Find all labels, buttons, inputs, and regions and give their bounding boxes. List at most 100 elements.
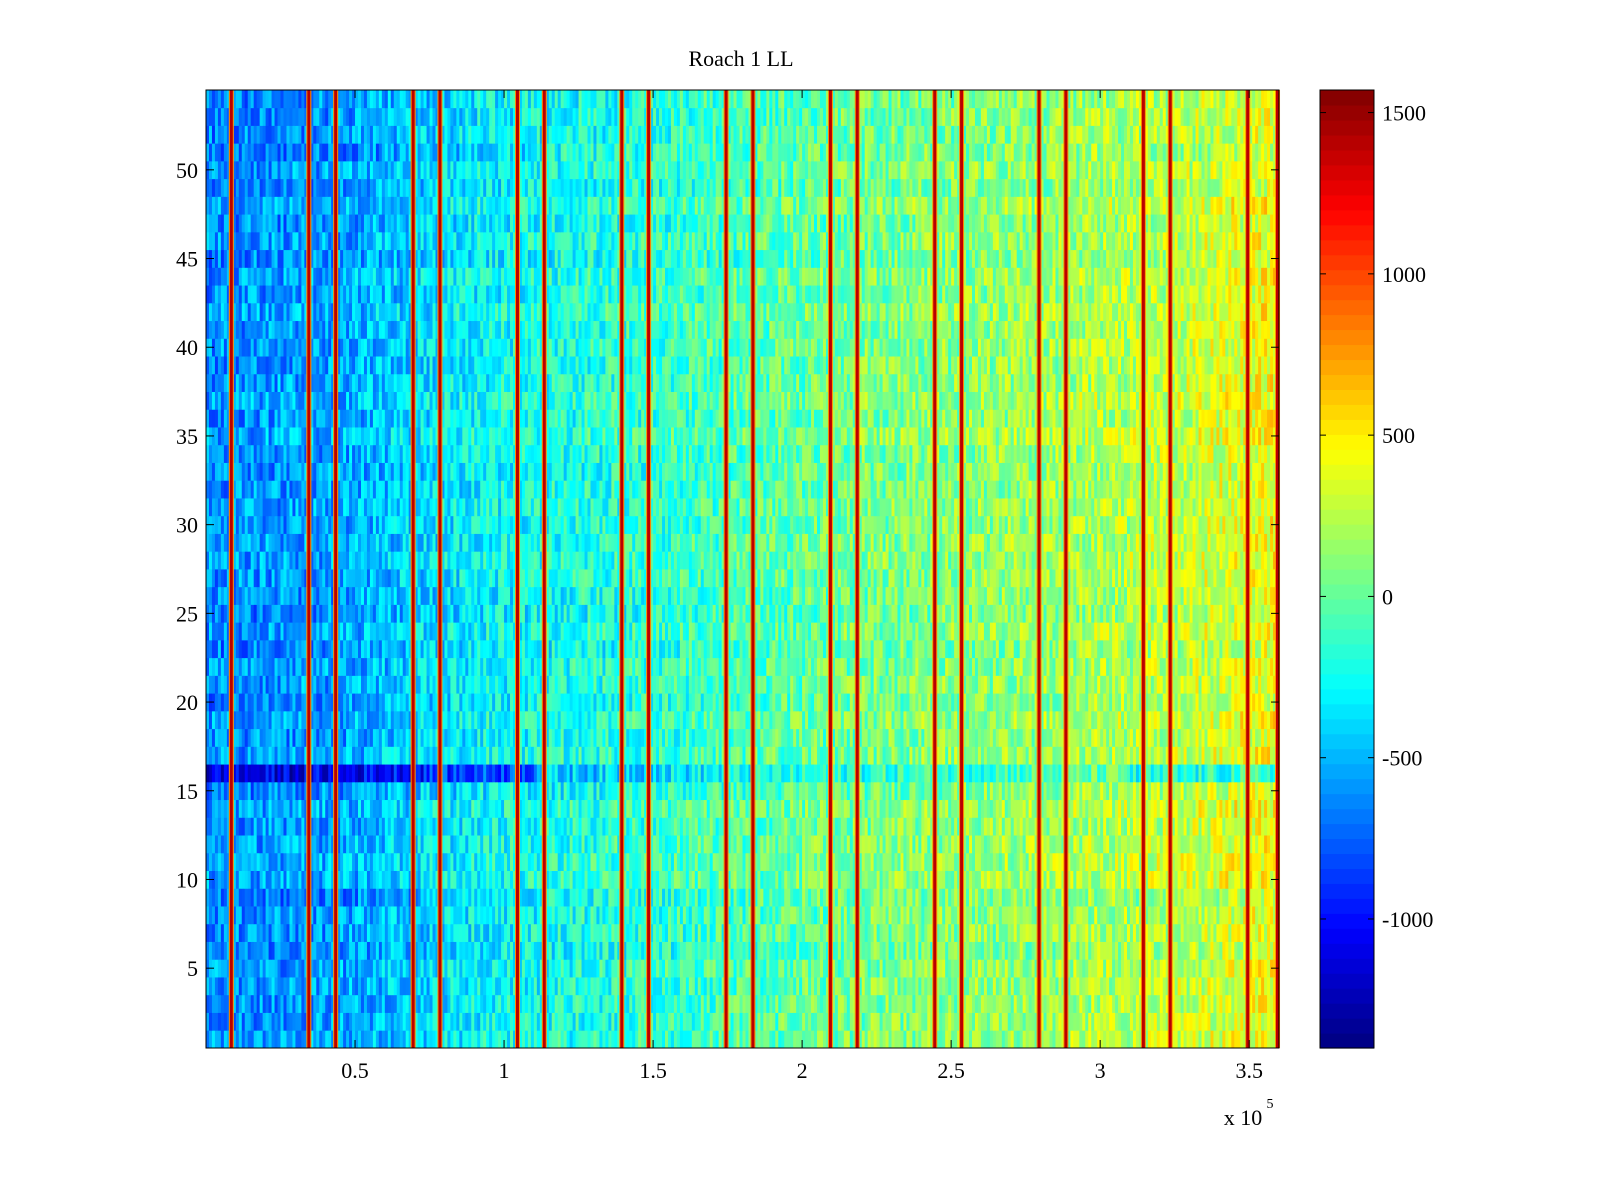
heatmap-cell (617, 959, 621, 978)
heatmap-cell (891, 941, 895, 960)
heatmap-cell (1213, 906, 1217, 925)
heatmap-cell (1085, 1030, 1089, 1049)
heatmap-cell (1156, 835, 1161, 854)
heatmap-cell (432, 888, 436, 907)
heatmap-cell (1055, 835, 1059, 854)
heatmap-cell (673, 817, 678, 836)
heatmap-cell (360, 817, 365, 836)
heatmap-cell (1222, 1012, 1226, 1031)
heatmap-cell (1091, 959, 1095, 978)
heatmap-cell (873, 888, 878, 907)
heatmap-cell (1082, 1030, 1086, 1049)
heatmap-cell (518, 817, 523, 836)
heatmap-cell (954, 835, 958, 854)
heatmap-cell (533, 799, 538, 818)
heatmap-cell (498, 799, 502, 818)
heatmap-cell (527, 1012, 532, 1031)
heatmap-cell (1249, 906, 1253, 925)
heatmap-cell (685, 941, 690, 960)
heatmap-cell (1091, 817, 1095, 836)
heatmap-cell (715, 994, 720, 1013)
heatmap-cell (226, 835, 231, 854)
heatmap-cell (1240, 977, 1244, 996)
heatmap-cell (876, 1012, 881, 1031)
heatmap-cell (548, 852, 553, 871)
heatmap-cell (930, 835, 934, 854)
heatmap-cell (882, 870, 886, 889)
heatmap-cell (1001, 1012, 1006, 1031)
heatmap-cell (1159, 923, 1164, 942)
heatmap-cell (468, 888, 472, 907)
heatmap-cell (885, 835, 889, 854)
heatmap-cell (1097, 959, 1101, 978)
heatmap-cell (1001, 799, 1006, 818)
heatmap-cell (1109, 977, 1113, 996)
heatmap-cell (778, 1030, 782, 1049)
heatmap-cell (495, 852, 499, 871)
heatmap-cell (262, 835, 267, 854)
heatmap-cell (1055, 1012, 1059, 1031)
heatmap-cell (1007, 870, 1012, 889)
heatmap-cell (754, 959, 758, 978)
heatmap-cell (384, 835, 389, 854)
heatmap-cell (939, 941, 943, 960)
heatmap-cell (235, 817, 240, 836)
heatmap-cell (754, 1030, 758, 1049)
heatmap-cell (870, 799, 875, 818)
heatmap-cell (942, 852, 946, 871)
heatmap-cell (560, 906, 565, 925)
heatmap-cell (590, 852, 594, 871)
heatmap-cell (563, 1030, 568, 1049)
heatmap-cell (513, 870, 517, 889)
heatmap-cell (593, 888, 597, 907)
heatmap-cell (1201, 994, 1205, 1013)
heatmap-cell (477, 1030, 481, 1049)
heatmap-cell (495, 941, 499, 960)
heatmap-cell (870, 1030, 875, 1049)
heatmap-cell (915, 835, 919, 854)
heatmap-cell (864, 923, 869, 942)
heatmap-cell (882, 835, 886, 854)
heatmap-cell (432, 977, 436, 996)
heatmap-cell (1031, 870, 1035, 889)
heatmap-cell (1180, 923, 1185, 942)
heatmap-cell (703, 977, 708, 996)
heatmap-cell (912, 870, 916, 889)
heatmap-cell (450, 1030, 454, 1049)
heatmap-cell (366, 959, 371, 978)
heatmap-cell (626, 852, 630, 871)
heatmap-cell (1231, 835, 1235, 854)
heatmap-cell (584, 870, 588, 889)
heatmap-cell (355, 941, 359, 960)
heatmap-cell (259, 1012, 264, 1031)
heatmap-cell (369, 1012, 374, 1031)
heatmap-cell (1004, 977, 1009, 996)
heatmap-cell (656, 799, 660, 818)
heatmap-cell (739, 959, 743, 978)
heatmap-cell (1121, 1030, 1125, 1049)
heatmap-cell (1264, 835, 1268, 854)
heatmap-cell (426, 959, 430, 978)
heatmap-cell (352, 977, 356, 996)
heatmap-cell (524, 835, 529, 854)
heatmap-cell (507, 923, 511, 942)
heatmap-cell (536, 852, 541, 871)
heatmap-cell (772, 888, 776, 907)
heatmap-cell (891, 994, 895, 1013)
heatmap-cell (1252, 852, 1256, 871)
heatmap-cell (593, 906, 597, 925)
heatmap-cell (1079, 994, 1083, 1013)
heatmap-cell (635, 977, 639, 996)
heatmap-cell (673, 941, 678, 960)
heatmap-cell (310, 1030, 314, 1049)
heatmap-cell (352, 817, 356, 836)
heatmap-cell (1192, 835, 1196, 854)
heatmap-cell (217, 959, 222, 978)
heatmap-cell (507, 906, 511, 925)
heatmap-cell (712, 959, 717, 978)
heatmap-cell (399, 906, 404, 925)
heatmap-cell (444, 852, 448, 871)
heatmap-cell (852, 1012, 857, 1031)
heatmap-cell (1198, 888, 1202, 907)
heatmap-cell (721, 994, 726, 1013)
